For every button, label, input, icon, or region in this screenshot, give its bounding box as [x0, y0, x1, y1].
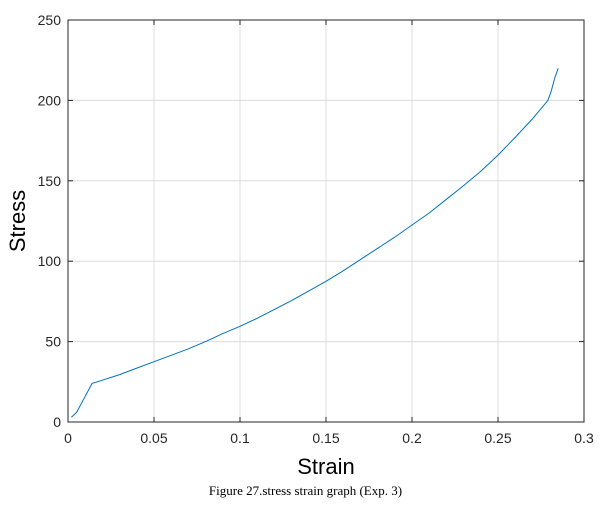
x-tick-label: 0.25: [484, 430, 511, 446]
x-tick-label: 0.05: [140, 430, 167, 446]
y-axis-title: Stress: [5, 190, 30, 252]
ticks: 0 0.05 0.1 0.15 0.2 0.25 0.3 0 50 100 150 200 250: [38, 12, 594, 446]
figure-caption: Figure 27.stress strain graph (Exp. 3): [208, 483, 403, 498]
y-tick-label: 50: [45, 334, 61, 350]
y-tick-label: 100: [38, 253, 62, 269]
y-tick-label: 0: [53, 414, 61, 430]
stress-strain-line: [71, 68, 559, 418]
y-tick-label: 150: [38, 173, 62, 189]
x-tick-label: 0.1: [230, 430, 250, 446]
grid: [68, 20, 584, 422]
y-tick-label: 200: [38, 92, 62, 108]
x-tick-label: 0.2: [402, 430, 422, 446]
chart: 0 0.05 0.1 0.15 0.2 0.25 0.3 0 50 100 150 200 250 St…: [5, 12, 594, 479]
x-tick-label: 0: [64, 430, 72, 446]
x-tick-label: 0.15: [312, 430, 339, 446]
x-axis-title: Strain: [297, 454, 354, 479]
x-tick-label: 0.3: [574, 430, 594, 446]
series-layer: [71, 68, 559, 418]
y-tick-label: 250: [38, 12, 62, 28]
